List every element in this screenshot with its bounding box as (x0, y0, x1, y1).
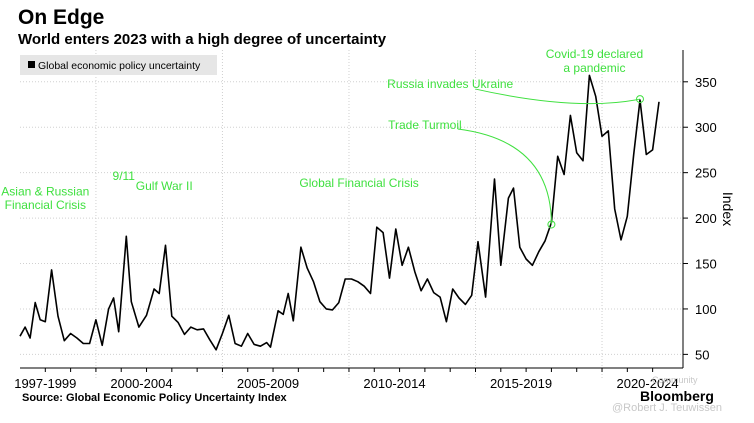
annotation-label: Asian & Russian (1, 184, 89, 198)
y-tick-label: 250 (695, 166, 717, 181)
y-tick-label: 150 (695, 257, 717, 272)
connector-trade-turmoil (457, 128, 552, 225)
connector-russia-invades-ukraine (475, 88, 641, 105)
chart-subtitle: World enters 2023 with a high degree of … (18, 31, 387, 48)
x-tick-label: 2005-2009 (237, 376, 299, 391)
marker-russia-ukraine (635, 95, 644, 104)
y-tick-label: 50 (695, 347, 709, 362)
annotation-label: Russia invades Ukraine (387, 77, 513, 91)
y-tick-label: 350 (695, 75, 717, 90)
watermark-author: @Robert J. Teuwissen (612, 402, 723, 414)
y-tick-label: 200 (695, 211, 717, 226)
legend-box (20, 55, 217, 75)
y-tick-label: 100 (695, 302, 717, 317)
axes: 50 100 150 200 250 300 350 1997-1999 2000-2004 20… (14, 50, 736, 391)
annotation-label: Financial Crisis (5, 198, 86, 212)
bloomberg-logo: Bloomberg (640, 388, 714, 404)
y-tick-label: 300 (695, 120, 717, 135)
annotation-label: Trade Turmoil (388, 118, 462, 132)
annotation-label: a pandemic (563, 61, 625, 75)
legend: Global economic policy uncertainty (20, 55, 217, 75)
x-tick-label: 1997-1999 (14, 376, 76, 391)
legend-swatch (28, 61, 35, 68)
x-tick-label: 2000-2004 (110, 376, 172, 391)
source-note: Source: Global Economic Policy Uncertain… (22, 392, 287, 404)
annotation-label: Covid-19 declared (546, 47, 643, 61)
annotation-label: Global Financial Crisis (299, 176, 418, 190)
marker-trade-turmoil (547, 220, 556, 229)
y-axis-label: Index (720, 192, 736, 226)
x-tick-label: 2020-2024 (616, 376, 678, 391)
x-tick-label: 2015-2019 (490, 376, 552, 391)
annotation-label: 9/11 (113, 169, 136, 183)
watermark-community: Community (652, 375, 698, 385)
annotation-label: Gulf War II (136, 179, 193, 193)
legend-label: Global economic policy uncertainty (38, 60, 201, 72)
chart-title: On Edge (18, 6, 105, 29)
x-tick-label: 2010-2014 (363, 376, 425, 391)
